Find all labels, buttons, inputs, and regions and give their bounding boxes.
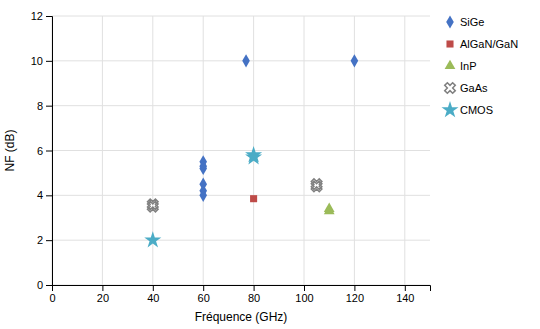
- tick: 20: [97, 285, 109, 304]
- legend-label: AlGaN/GaN: [460, 38, 518, 50]
- chart: 0 20 40 60 80 100 120 140 0 2 4 6 8 10 12 Fréquence (GH…: [0, 0, 540, 329]
- series: [324, 203, 335, 215]
- legend: SiGe AlGaN/GaN InP GaAs CMOS: [441, 15, 518, 117]
- point: [309, 178, 325, 194]
- legend-symbol: [441, 101, 458, 117]
- legend-label: CMOS: [460, 104, 493, 116]
- tick-label: 0: [37, 279, 43, 291]
- tick-mark: [405, 285, 406, 291]
- grid-line-y: [52, 105, 430, 106]
- tick-mark: [354, 285, 355, 291]
- tick: 0: [37, 279, 52, 291]
- tick: 12: [31, 10, 52, 22]
- point: [199, 162, 207, 175]
- tick-label: 12: [31, 10, 43, 22]
- tick-mark: [46, 195, 52, 196]
- legend-symbol: [446, 15, 454, 28]
- legend-item: AlGaN/GaN: [446, 38, 518, 50]
- tick-mark: [153, 285, 154, 291]
- tick: 80: [248, 285, 260, 304]
- tick-mark: [46, 285, 52, 286]
- tick: 8: [37, 100, 52, 112]
- grid-line-y: [52, 60, 430, 61]
- legend-label: SiGe: [460, 16, 484, 28]
- tick-label: 20: [97, 292, 109, 304]
- legend-label: InP: [460, 60, 477, 72]
- series: [145, 176, 325, 214]
- grid-line-y: [52, 16, 430, 17]
- tick-mark: [102, 285, 103, 291]
- axis-domain: [46, 17, 53, 286]
- points: [144, 54, 358, 247]
- tick: 60: [198, 285, 210, 304]
- tick-label: 4: [37, 189, 43, 201]
- tick-mark: [254, 285, 255, 291]
- grid-line-y: [52, 195, 430, 196]
- grid: [52, 16, 430, 285]
- tick-label: 100: [295, 292, 313, 304]
- point: [199, 189, 207, 202]
- x-axis-title: Fréquence (GHz): [195, 310, 288, 324]
- tick: 0: [49, 285, 55, 304]
- tick-label: 120: [346, 292, 364, 304]
- tick: 100: [295, 285, 313, 304]
- tick: 10: [31, 55, 52, 67]
- x-axis: 0 20 40 60 80 100 120 140: [49, 285, 430, 304]
- tick: 140: [396, 285, 414, 304]
- point: [351, 54, 359, 67]
- point: [144, 231, 161, 247]
- point: [242, 54, 250, 67]
- tick: 6: [37, 145, 52, 157]
- tick-mark: [46, 16, 52, 17]
- tick-label: 6: [37, 145, 43, 157]
- tick-label: 80: [248, 292, 260, 304]
- legend-item: InP: [445, 60, 477, 72]
- y-axis: 0 2 4 6 8 10 12: [31, 10, 53, 291]
- tick-mark: [304, 285, 305, 291]
- point: [250, 195, 257, 202]
- legend-label: GaAs: [460, 82, 488, 94]
- tick-mark: [203, 285, 204, 291]
- plot: 0 20 40 60 80 100 120 140 0 2 4 6 8 10 12: [31, 10, 431, 304]
- tick-label: 0: [49, 292, 55, 304]
- tick: 2: [37, 234, 52, 246]
- grid-line-y: [52, 150, 430, 151]
- tick: 40: [147, 285, 159, 304]
- y-axis-title: NF (dB): [3, 129, 17, 171]
- point: [324, 205, 335, 214]
- tick-label: 140: [396, 292, 414, 304]
- series: [199, 54, 358, 202]
- tick: 120: [346, 285, 364, 304]
- series: [144, 146, 262, 247]
- tick-mark: [46, 106, 52, 107]
- axis-domain: [53, 286, 431, 292]
- legend-symbol: [445, 60, 456, 69]
- tick-label: 8: [37, 100, 43, 112]
- tick-label: 2: [37, 234, 43, 246]
- series: [250, 195, 257, 202]
- legend-symbol: [442, 80, 458, 96]
- point: [245, 148, 262, 164]
- tick-mark: [46, 151, 52, 152]
- legend-symbol: [446, 40, 453, 47]
- tick: 4: [37, 189, 52, 201]
- tick-label: 60: [198, 292, 210, 304]
- legend-item: CMOS: [441, 101, 493, 117]
- tick-label: 40: [147, 292, 159, 304]
- legend-item: SiGe: [446, 15, 484, 28]
- grid-line-y: [52, 240, 430, 241]
- tick-label: 10: [31, 55, 43, 67]
- point: [145, 199, 161, 215]
- tick-mark: [46, 61, 52, 62]
- legend-item: GaAs: [442, 80, 488, 96]
- tick-mark: [46, 240, 52, 241]
